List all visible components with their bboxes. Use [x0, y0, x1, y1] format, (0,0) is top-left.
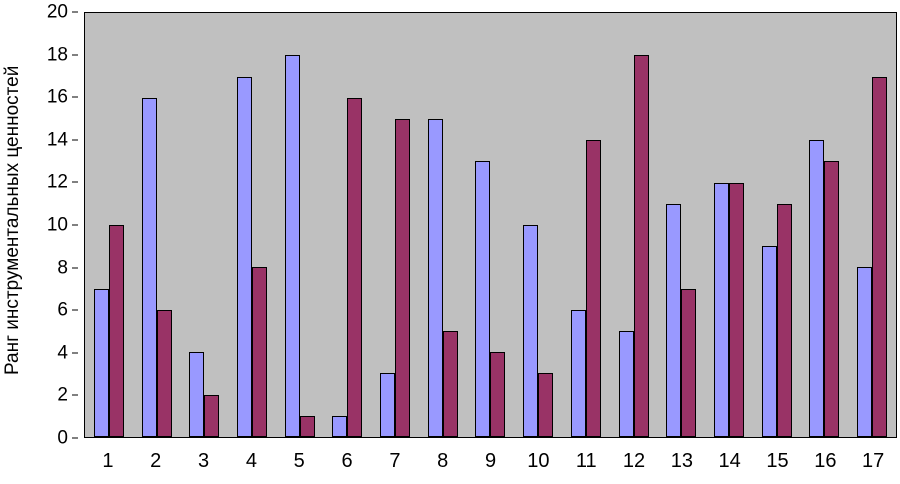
bar-group-4 [228, 13, 276, 437]
bar-group-2 [133, 13, 181, 437]
bar-series-2-cat-13 [681, 288, 697, 437]
bar-group-13 [657, 13, 705, 437]
bar-series-2-cat-10 [538, 373, 554, 437]
bar-series-2-cat-17 [872, 76, 888, 437]
y-tick-label-8: 8 [57, 257, 68, 279]
bar-group-10 [514, 13, 562, 437]
y-tick-label-14: 14 [46, 129, 68, 151]
x-tick-label-1: 1 [102, 450, 114, 472]
bar-group-12 [610, 13, 658, 437]
bar-group-17 [848, 13, 896, 437]
x-tick-label-14: 14 [718, 450, 741, 472]
plot-area [84, 12, 897, 438]
bar-series-1-cat-14 [713, 182, 729, 437]
y-tick-mark [72, 224, 78, 226]
bar-series-2-cat-15 [776, 203, 792, 437]
x-tick-label-11: 11 [575, 450, 597, 472]
y-tick-mark [72, 352, 78, 354]
bar-group-11 [562, 13, 610, 437]
bar-series-2-cat-1 [108, 225, 124, 437]
bar-series-2-cat-7 [395, 119, 411, 437]
bar-series-2-cat-4 [251, 267, 267, 437]
bar-series-1-cat-15 [761, 246, 777, 437]
x-tick-label-2: 2 [150, 450, 162, 472]
bar-group-7 [371, 13, 419, 437]
x-axis-tick-labels: 1 2 3 4 5 6 7 8 9 10 11 12 13 14 15 16 17 [84, 446, 897, 476]
bar-group-15 [753, 13, 801, 437]
bar-series-2-cat-16 [824, 161, 840, 437]
bar-group-8 [419, 13, 467, 437]
x-tick-label-16: 16 [814, 450, 837, 472]
bar-series-2-cat-6 [347, 97, 363, 437]
bar-series-1-cat-8 [427, 119, 443, 437]
y-axis-tick-labels: 0 2 4 6 8 10 12 14 16 18 20 [26, 3, 78, 448]
x-tick-label-7: 7 [389, 450, 401, 472]
x-tick-label-5: 5 [293, 450, 305, 472]
x-tick-label-15: 15 [766, 450, 789, 472]
bar-series-1-cat-6 [332, 415, 348, 437]
bar-group-9 [467, 13, 515, 437]
bar-series-2-cat-14 [728, 182, 744, 437]
bar-group-14 [705, 13, 753, 437]
y-tick-label-18: 18 [46, 44, 68, 66]
bar-series-1-cat-11 [570, 309, 586, 437]
y-tick-label-2: 2 [57, 384, 68, 406]
bar-series-1-cat-9 [475, 161, 491, 437]
bar-series-1-cat-12 [618, 331, 634, 437]
y-tick-mark [72, 309, 78, 311]
y-tick-label-6: 6 [57, 299, 68, 321]
bar-series-1-cat-17 [857, 267, 873, 437]
bar-group-6 [324, 13, 372, 437]
y-tick-label-16: 16 [46, 86, 68, 108]
bar-series-2-cat-12 [633, 55, 649, 437]
y-tick-mark [72, 96, 78, 98]
x-tick-label-10: 10 [527, 450, 550, 472]
y-tick-label-4: 4 [57, 342, 68, 364]
bar-group-16 [801, 13, 849, 437]
y-tick-label-10: 10 [46, 214, 68, 236]
x-tick-label-8: 8 [437, 450, 449, 472]
bar-series-1-cat-16 [809, 140, 825, 437]
bar-series-2-cat-2 [156, 309, 172, 437]
x-tick-label-13: 13 [670, 450, 693, 472]
y-tick-label-0: 0 [57, 427, 68, 449]
y-tick-label-12: 12 [46, 171, 68, 193]
bar-series-1-cat-5 [284, 55, 300, 437]
y-tick-mark [72, 181, 78, 183]
bar-group-3 [180, 13, 228, 437]
bar-series-1-cat-7 [380, 373, 396, 437]
y-tick-label-20: 20 [46, 1, 68, 23]
y-tick-mark [72, 394, 78, 396]
bar-series-1-cat-13 [666, 203, 682, 437]
bar-series-1-cat-3 [189, 352, 205, 437]
x-tick-label-12: 12 [622, 450, 646, 472]
x-tick-label-3: 3 [198, 450, 210, 472]
bar-series-1-cat-10 [523, 225, 539, 437]
bar-series-2-cat-3 [204, 394, 220, 437]
bar-series-2-cat-9 [490, 352, 506, 437]
x-tick-label-6: 6 [341, 450, 353, 472]
bar-group-5 [276, 13, 324, 437]
y-tick-mark [72, 437, 78, 439]
x-tick-label-9: 9 [484, 450, 497, 472]
y-tick-mark [72, 11, 78, 13]
bar-series-1-cat-2 [141, 97, 157, 437]
x-tick-label-4: 4 [245, 450, 257, 472]
bar-series-2-cat-8 [442, 331, 458, 437]
bar-series-2-cat-5 [299, 415, 315, 437]
y-tick-mark [72, 139, 78, 141]
bar-series-1-cat-4 [236, 76, 252, 437]
bar-group-1 [85, 13, 133, 437]
x-tick-label-17: 17 [862, 450, 885, 472]
y-axis-title: Ранг инструментальных ценностей [2, 65, 23, 375]
y-tick-mark [72, 267, 78, 269]
bar-series-2-cat-11 [585, 140, 601, 437]
y-tick-mark [72, 54, 78, 56]
bar-series-1-cat-1 [93, 288, 109, 437]
